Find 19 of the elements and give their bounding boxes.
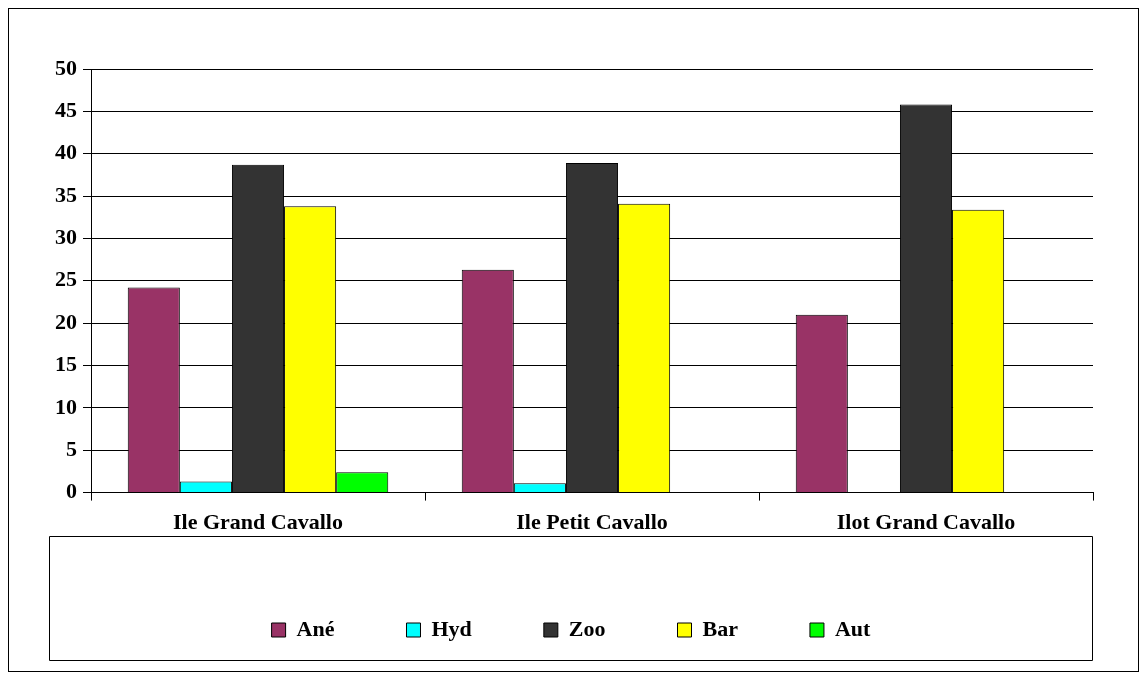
legend-label: Zoo	[568, 615, 606, 641]
y-tick-label: 5	[66, 435, 77, 461]
y-tick-label: 0	[66, 478, 77, 504]
x-tick-label: Ile Grand Cavallo	[173, 509, 343, 535]
x-tick-label: Ile Petit Cavallo	[516, 509, 668, 535]
y-tick-label: 40	[55, 139, 77, 165]
x-tick-label: Ilot Grand Cavallo	[836, 509, 1016, 535]
y-tick-label: 45	[55, 97, 77, 123]
y-tick-label: 15	[55, 351, 77, 377]
y-tick-label: 25	[55, 266, 77, 292]
legend-label: Ané	[296, 615, 335, 641]
y-tick-label: 30	[55, 224, 77, 250]
y-tick-label: 50	[55, 54, 77, 80]
legend-label: Bar	[702, 615, 739, 641]
legend-label: Aut	[834, 615, 872, 641]
y-tick-label: 35	[55, 181, 77, 207]
y-tick-label: 20	[55, 308, 77, 334]
legend-label: Hyd	[431, 615, 472, 641]
y-tick-label: 10	[55, 393, 77, 419]
